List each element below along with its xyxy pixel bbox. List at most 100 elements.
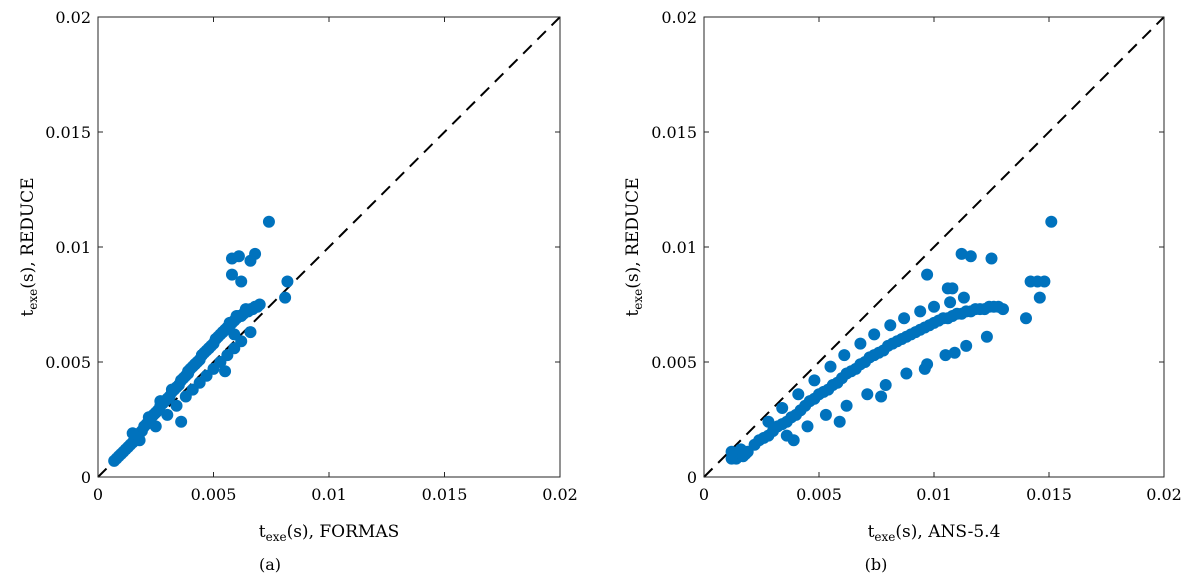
data-point <box>230 310 243 322</box>
data-point <box>734 443 747 456</box>
data-point <box>253 298 266 311</box>
x-ticks-a: 0 0.005 0.01 0.015 0.02 <box>93 17 578 504</box>
x-tick-label: 0.005 <box>796 485 842 504</box>
data-point <box>957 291 970 304</box>
data-point <box>175 415 188 428</box>
data-point <box>1033 291 1046 304</box>
data-point <box>202 342 215 355</box>
data-point <box>279 291 292 304</box>
data-point <box>921 268 934 281</box>
x-axis-label-a: texe(s), FORMAS <box>259 522 400 544</box>
data-point <box>838 349 851 362</box>
x-tick-label: 0.005 <box>191 485 237 504</box>
data-point <box>980 330 993 343</box>
data-point <box>149 420 162 433</box>
data-point <box>232 250 245 263</box>
x-tick-label: 0.02 <box>1146 485 1182 504</box>
y-ticks-a: 0 0.005 0.01 0.015 0.02 <box>45 8 560 487</box>
data-point <box>776 402 789 414</box>
data-point <box>946 282 959 295</box>
data-point <box>1020 312 1032 325</box>
caption-a: (a) <box>259 555 281 574</box>
data-point <box>964 250 977 263</box>
y-tick-label: 0.01 <box>55 238 91 257</box>
x-axis-label-b: texe(s), ANS-5.4 <box>868 522 1001 544</box>
data-point <box>216 326 229 339</box>
data-point <box>875 390 888 403</box>
data-point <box>262 215 275 228</box>
data-point <box>281 275 294 288</box>
identity-line-b <box>703 16 1165 478</box>
data-point <box>960 339 973 352</box>
data-point <box>133 434 146 447</box>
data-point <box>898 312 911 325</box>
y-tick-label: 0.005 <box>45 353 91 372</box>
y-tick-label: 0.02 <box>661 8 697 27</box>
data-point <box>879 379 892 391</box>
data-point <box>175 374 188 387</box>
data-point <box>792 388 805 401</box>
y-tick-label: 0.02 <box>55 8 91 27</box>
data-point <box>225 268 238 281</box>
data-point <box>189 358 202 371</box>
data-point <box>1045 215 1058 228</box>
x-tick-label: 0.015 <box>1026 485 1072 504</box>
y-axis-label-a: texe(s), REDUCE <box>18 177 40 316</box>
data-point <box>165 383 178 396</box>
data-point <box>944 296 957 309</box>
data-point <box>819 408 832 421</box>
data-point <box>997 303 1009 316</box>
caption-b: (b) <box>865 555 888 574</box>
data-point <box>228 328 241 341</box>
data-point <box>833 415 846 428</box>
y-tick-label: 0 <box>81 468 91 487</box>
data-point <box>787 434 800 447</box>
data-point <box>725 445 738 458</box>
y-tick-label: 0.005 <box>651 353 697 372</box>
x-tick-label: 0 <box>699 485 709 504</box>
data-point <box>914 305 927 318</box>
scatter-panel-b: 0 0.005 0.01 0.015 0.02 00.0050.010.0150.02 … <box>623 8 1182 574</box>
points-b <box>725 215 1058 465</box>
scatter-panel-a: 0 0.005 0.01 0.015 0.02 00.0050.010.0150.02 … <box>18 8 578 574</box>
x-tick-label: 0.015 <box>422 485 468 504</box>
data-point <box>939 349 952 362</box>
data-point <box>985 252 998 265</box>
data-point <box>884 319 897 332</box>
data-point <box>854 337 867 350</box>
x-ticks-b: 0 0.005 0.01 0.015 0.02 <box>699 17 1182 504</box>
data-point <box>861 388 874 401</box>
data-point <box>244 326 257 339</box>
data-point <box>239 303 252 316</box>
data-point <box>142 411 155 424</box>
data-point <box>868 328 881 341</box>
data-point <box>154 395 167 408</box>
data-point <box>170 399 183 412</box>
data-point <box>1038 275 1051 288</box>
data-point <box>948 346 961 359</box>
y-tick-label: 0.015 <box>651 123 697 142</box>
data-point <box>900 367 913 380</box>
data-point <box>840 399 853 412</box>
data-point <box>219 365 232 378</box>
x-tick-label: 0 <box>93 485 103 504</box>
data-point <box>928 300 940 313</box>
y-tick-label: 0.01 <box>661 238 697 257</box>
y-axis-label-b: texe(s), REDUCE <box>623 177 645 316</box>
y-tick-label: 0.015 <box>45 123 91 142</box>
data-point <box>955 247 968 260</box>
points-a <box>108 215 294 467</box>
x-tick-label: 0.01 <box>311 485 347 504</box>
data-point <box>808 374 821 387</box>
data-point <box>244 254 257 267</box>
data-point <box>762 415 775 428</box>
data-point <box>161 408 174 421</box>
data-point <box>801 420 814 433</box>
data-point <box>918 362 931 375</box>
y-ticks-b: 0 0.005 0.01 0.015 0.02 <box>651 8 1164 487</box>
y-tick-label: 0 <box>687 468 697 487</box>
x-tick-label: 0.01 <box>916 485 952 504</box>
data-point <box>235 275 248 288</box>
data-point <box>824 360 837 373</box>
